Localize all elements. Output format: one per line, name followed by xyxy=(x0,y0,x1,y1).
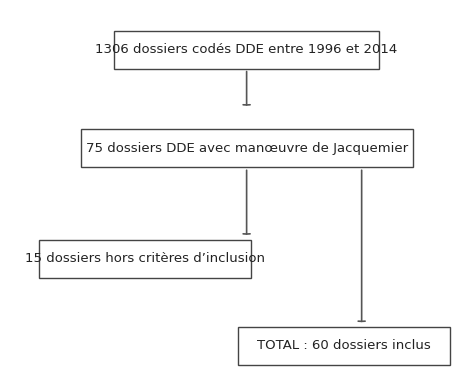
FancyBboxPatch shape xyxy=(114,31,379,69)
FancyBboxPatch shape xyxy=(39,239,251,277)
Text: TOTAL : 60 dossiers inclus: TOTAL : 60 dossiers inclus xyxy=(257,340,431,352)
FancyBboxPatch shape xyxy=(81,130,413,168)
Text: 15 dossiers hors critères d’inclusion: 15 dossiers hors critères d’inclusion xyxy=(25,252,265,265)
Text: 75 dossiers DDE avec manœuvre de Jacquemier: 75 dossiers DDE avec manœuvre de Jacquem… xyxy=(85,142,408,155)
FancyBboxPatch shape xyxy=(238,327,450,365)
Text: 1306 dossiers codés DDE entre 1996 et 2014: 1306 dossiers codés DDE entre 1996 et 20… xyxy=(95,43,398,56)
